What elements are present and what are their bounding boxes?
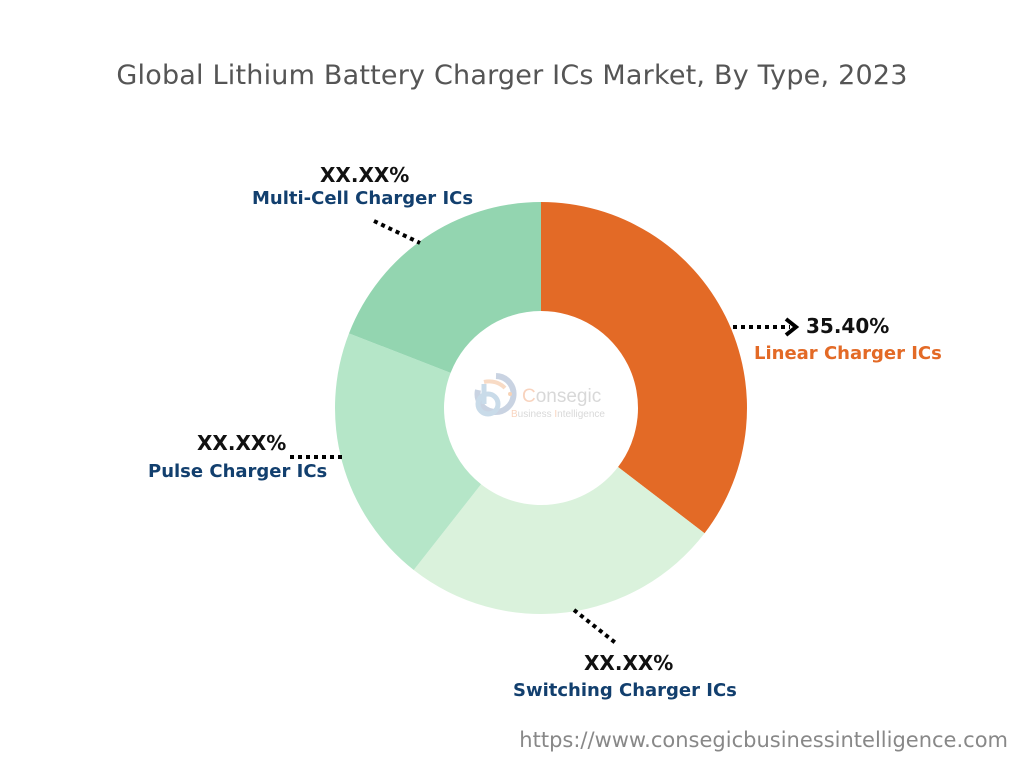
chart-title: Global Lithium Battery Charger ICs Marke…: [116, 60, 908, 91]
svg-text:Consegic: Consegic: [522, 386, 601, 407]
slice-multi-cell-charger-ics: [348, 202, 541, 373]
data-label-multi-cell: XX.XX%: [320, 163, 410, 187]
footer-url: https://www.consegicbusinessintelligence…: [519, 728, 1008, 752]
slice-linear-charger-ics: [541, 202, 747, 534]
category-label-linear: Linear Charger ICs: [754, 343, 942, 364]
arrow-head-icon: [784, 317, 800, 337]
slice-switching-charger-ics: [413, 466, 705, 614]
category-label-pulse: Pulse Charger ICs: [148, 461, 328, 482]
data-label-pulse: XX.XX%: [197, 431, 287, 455]
data-label-switching: XX.XX%: [584, 651, 674, 675]
category-label-switching: Switching Charger ICs: [513, 680, 737, 701]
slice-pulse-charger-ics: [334, 333, 482, 570]
watermark-logo: Consegic Business Intelligence: [474, 373, 605, 420]
category-label-multi-cell: Multi-Cell Charger ICs: [252, 188, 474, 209]
data-label-linear: 35.40%: [806, 314, 890, 338]
leader-line-multi-cell: [373, 219, 421, 245]
svg-text:Business Intelligence: Business Intelligence: [511, 409, 605, 420]
leader-line-switching: [572, 608, 619, 646]
